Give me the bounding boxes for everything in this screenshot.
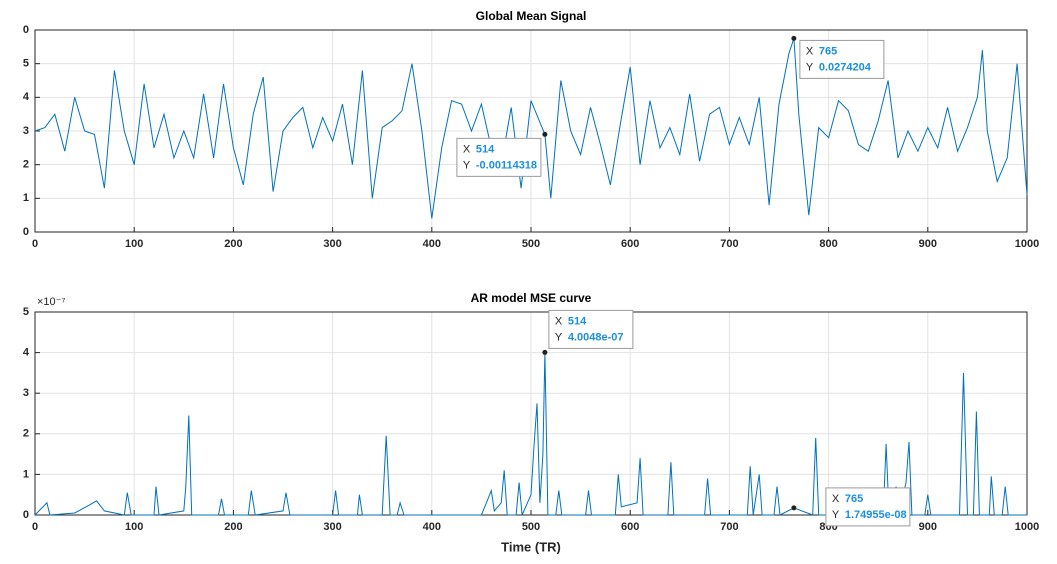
datatip-point: [542, 349, 548, 355]
datatip-x-label: X: [806, 45, 814, 57]
y-tick-label: 1: [23, 468, 29, 480]
x-axis-label: Time (TR): [501, 539, 561, 554]
x-tick-label: 800: [819, 238, 837, 250]
x-tick-label: 700: [720, 238, 738, 250]
x-tick-label: 500: [522, 521, 540, 533]
datatip-x-label: X: [463, 143, 471, 155]
datatip-box: [825, 487, 911, 527]
datatip-point: [542, 131, 548, 137]
x-tick-label: 900: [919, 521, 937, 533]
x-tick-label: 900: [919, 238, 937, 250]
signal-line: [34, 352, 1027, 516]
y-tick-label: 1: [23, 192, 29, 204]
chart-title: Global Mean Signal: [476, 9, 587, 23]
datatip-box: [799, 39, 885, 79]
x-tick-label: 300: [323, 238, 341, 250]
y-tick-label: 4: [23, 91, 30, 103]
y-tick-label: 5: [23, 58, 29, 70]
datatip-y-label: Y: [832, 509, 840, 521]
x-tick-label: 1000: [1015, 521, 1039, 533]
x-tick-label: 200: [224, 238, 242, 250]
x-tick-label: 500: [522, 238, 540, 250]
datatip-x-value: 514: [568, 315, 587, 327]
y-tick-label: 0: [23, 24, 29, 36]
datatip-y-label: Y: [463, 159, 471, 171]
datatip-y-value: 0.0274204: [819, 61, 872, 73]
datatip-box: [548, 309, 634, 349]
x-tick-label: 300: [323, 521, 341, 533]
y-tick-label: 3: [23, 387, 29, 399]
axes-box: [34, 311, 1028, 516]
y-tick-label: 5: [23, 306, 29, 318]
y-tick-label: 2: [23, 428, 29, 440]
x-tick-label: 600: [621, 521, 639, 533]
datatip-y-value: 4.0048e-07: [568, 331, 624, 343]
y-tick-label: 0: [23, 226, 29, 238]
datatip-y-label: Y: [806, 61, 814, 73]
datatip-y-label: Y: [555, 331, 563, 343]
chart-title: AR model MSE curve: [471, 291, 592, 305]
x-tick-label: 100: [125, 238, 143, 250]
x-tick-label: 1000: [1015, 238, 1039, 250]
datatip-x-label: X: [555, 315, 563, 327]
x-tick-label: 400: [423, 521, 441, 533]
x-tick-label: 0: [32, 521, 38, 533]
y-tick-label: 0: [23, 509, 29, 521]
x-tick-label: 0: [32, 238, 38, 250]
datatip-y-value: -0.00114318: [476, 159, 537, 171]
x-tick-label: 600: [621, 238, 639, 250]
x-tick-label: 200: [224, 521, 242, 533]
y-tick-label: 3: [23, 125, 29, 137]
datatip-point: [791, 35, 797, 41]
datatip-x-label: X: [832, 493, 840, 505]
x-tick-label: 100: [125, 521, 143, 533]
x-tick-label: 400: [423, 238, 441, 250]
datatip-y-value: 1.74955e-08: [845, 509, 907, 521]
datatip-box: [456, 137, 542, 177]
y-tick-label: 2: [23, 159, 29, 171]
datatip-x-value: 765: [819, 45, 837, 57]
y-exponent: ×10⁻⁷: [37, 296, 65, 308]
datatip-point: [791, 505, 797, 511]
datatip-x-value: 765: [845, 493, 863, 505]
x-tick-label: 700: [720, 521, 738, 533]
y-tick-label: 4: [23, 347, 30, 359]
datatip-x-value: 514: [476, 143, 495, 155]
